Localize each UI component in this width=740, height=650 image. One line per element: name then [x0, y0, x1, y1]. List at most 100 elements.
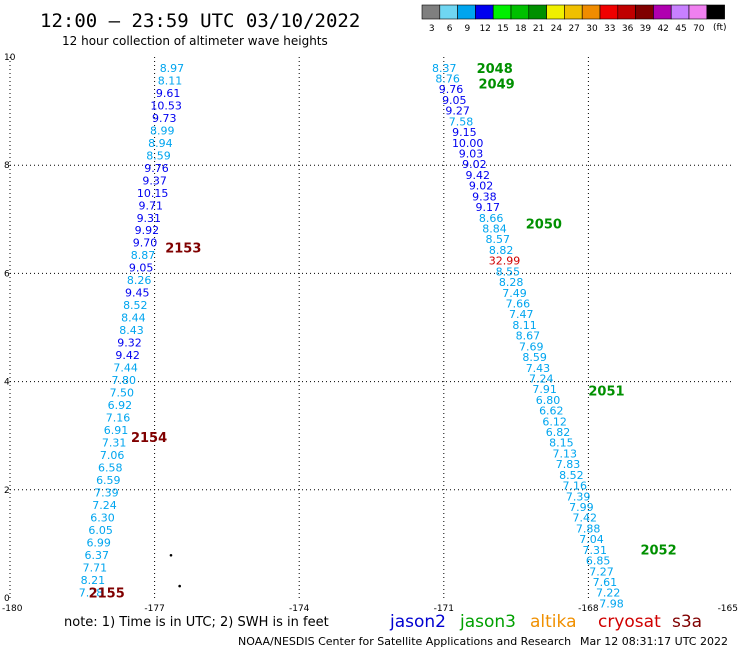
wave-height-label: 9.05: [442, 94, 467, 107]
wave-height-label: 8.94: [148, 137, 173, 150]
plot-grid: [9, 57, 733, 598]
x-tick-label: -177: [144, 604, 164, 614]
x-tick-label: -171: [434, 604, 454, 614]
wave-height-label: 9.05: [129, 262, 154, 275]
y-tick-label: 8: [4, 161, 10, 171]
pass-number-label: 2153: [165, 241, 201, 256]
wave-height-label: 7.98: [599, 597, 624, 610]
wave-height-label: 7.39: [94, 487, 119, 500]
wave-height-label: 6.58: [98, 462, 123, 475]
legend-label: 21: [533, 24, 544, 34]
wave-height-label: 7.88: [576, 522, 601, 535]
wave-height-label: 8.11: [158, 74, 183, 87]
wave-height-label: 8.82: [489, 244, 514, 257]
wave-height-label: 9.73: [152, 112, 177, 125]
legend-swatch: [653, 4, 672, 20]
x-axis-ticks: -180 -177 -174 -171 -168 -165: [2, 604, 738, 614]
satellite-legend: jason2 jason3 altika cryosat s3a: [389, 612, 702, 632]
wave-height-label: 9.42: [115, 349, 140, 362]
wave-height-label: 7.39: [566, 490, 591, 503]
legend-swatch: [706, 4, 725, 20]
wave-height-label: 9.03: [459, 148, 484, 161]
wave-height-label: 7.91: [532, 383, 557, 396]
wave-height-label: 9.42: [465, 169, 490, 182]
wave-height-label: 6.59: [96, 474, 121, 487]
x-tick-label: -180: [2, 604, 23, 614]
wave-height-label: 7.43: [526, 362, 551, 375]
legend-swatch: [635, 4, 654, 20]
wave-height-label: 6.91: [104, 424, 129, 437]
wave-height-label: 6.80: [536, 394, 561, 407]
legend-label: 45: [675, 24, 686, 34]
wave-height-label: 7.58: [449, 115, 474, 128]
legend-label: 15: [497, 24, 508, 34]
wave-height-label: 9.15: [452, 126, 477, 139]
wave-height-label: 6.05: [88, 524, 113, 537]
wave-height-label: 8.66: [479, 212, 504, 225]
legend-swatch: [439, 4, 458, 20]
wave-height-label: 7.24: [92, 499, 117, 512]
wave-height-label: 8.87: [131, 249, 156, 262]
wave-height-label: 7.49: [502, 287, 527, 300]
wave-height-label: 7.69: [519, 340, 544, 353]
wave-height-label: 8.43: [119, 324, 144, 337]
y-tick-label: 2: [4, 486, 10, 496]
legend-swatch: [617, 4, 636, 20]
wave-height-label: 8.26: [127, 274, 152, 287]
wave-height-label: 8.59: [146, 149, 171, 162]
wave-height-label: 7.31: [102, 437, 127, 450]
wave-height-label: 8.28: [499, 276, 524, 289]
wave-height-label: 7.61: [593, 576, 618, 589]
wave-height-label: 7.47: [509, 308, 534, 321]
wave-height-label: 9.27: [445, 105, 470, 118]
legend-label: 3: [429, 24, 435, 34]
wave-height-label: 9.76: [439, 83, 464, 96]
pass-number-label: 2048: [477, 62, 513, 77]
satellite-name-cryosat: cryosat: [598, 612, 661, 632]
legend-label: 36: [622, 24, 634, 34]
wave-height-label: 7.71: [83, 562, 108, 575]
legend-swatch: [564, 4, 583, 20]
wave-height-label: 7.66: [506, 297, 531, 310]
wave-height-label: 8.97: [160, 62, 185, 75]
x-tick-label: -174: [289, 604, 310, 614]
wave-height-label: 10.53: [150, 99, 182, 112]
wave-height-label: 7.83: [556, 458, 581, 471]
legend-label: 9: [465, 24, 471, 34]
pass-number-label: 2049: [479, 78, 515, 93]
wave-height-label: 9.76: [144, 162, 169, 175]
legend-label: 42: [657, 24, 668, 34]
wave-height-label: 9.37: [142, 174, 167, 187]
x-tick-label: -165: [718, 604, 738, 614]
wave-height-label: 6.92: [108, 399, 133, 412]
satellite-name-jason3: jason3: [459, 612, 516, 632]
wave-height-label: 7.80: [112, 374, 137, 387]
x-tick-label: -168: [578, 604, 599, 614]
y-tick-label: 0: [4, 594, 10, 604]
wave-height-label: 9.70: [133, 237, 158, 250]
legend-label: 30: [586, 24, 598, 34]
sample-dots: [169, 553, 181, 588]
y-axis-ticks: 0 2 4 6 8 10: [4, 53, 16, 604]
wave-height-label: 9.02: [469, 180, 494, 193]
wave-height-label: 8.57: [486, 233, 511, 246]
wave-height-label: 9.92: [135, 224, 160, 237]
wave-height-label: 9.61: [156, 87, 181, 100]
satellite-name-jason2: jason2: [389, 612, 446, 632]
legend-label: 33: [604, 24, 615, 34]
wave-height-label: 7.16: [106, 412, 131, 425]
footer-timestamp: Mar 12 08:31:17 UTC 2022: [580, 635, 728, 648]
legend-unit: (ft): [713, 23, 727, 33]
sample-dot: [178, 584, 181, 588]
wave-height-label: 8.44: [121, 312, 146, 325]
wave-height-label: 9.17: [476, 201, 501, 214]
pass-number-label: 2154: [131, 431, 167, 446]
wave-height-label: 7.31: [583, 544, 608, 557]
wave-height-label: 10.00: [452, 137, 484, 150]
wave-height-label: 7.99: [569, 501, 594, 514]
wave-height-label: 6.99: [86, 537, 111, 550]
legend-label: 18: [515, 24, 527, 34]
wave-height-label: 6.12: [542, 415, 567, 428]
legend-swatch: [510, 4, 530, 20]
wave-height-label: 9.31: [137, 212, 162, 225]
